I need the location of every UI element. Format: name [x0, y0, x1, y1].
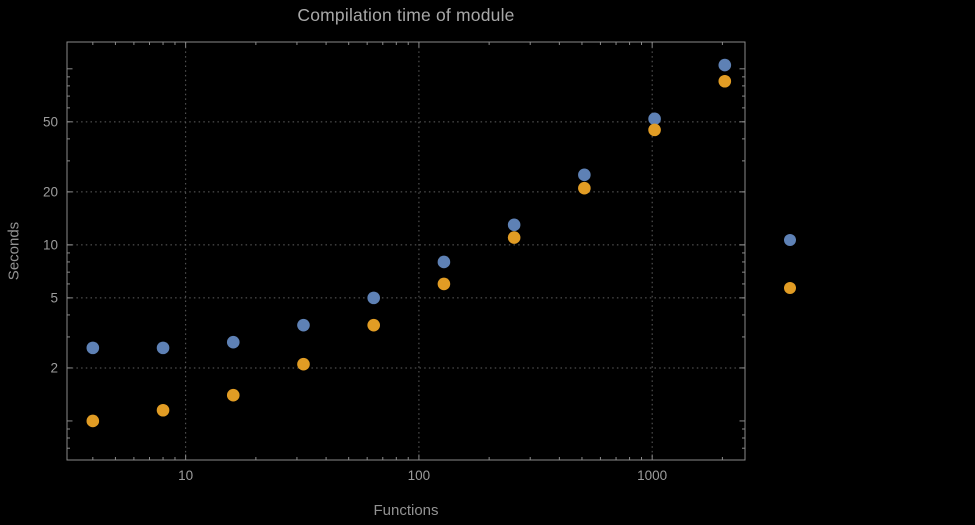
data-point [156, 403, 170, 417]
data-point [297, 318, 310, 332]
data-point [437, 255, 451, 269]
x-tick-label: 1000 [637, 468, 667, 483]
data-point [718, 58, 732, 72]
data-point [578, 168, 591, 182]
chart-title: Compilation time of module [297, 5, 515, 25]
legend-marker [784, 234, 796, 246]
y-tick-label: 5 [50, 290, 58, 305]
data-point [578, 181, 591, 195]
data-point [648, 123, 661, 137]
data-point [437, 277, 451, 291]
data-point [718, 74, 732, 88]
data-point [297, 357, 310, 371]
data-point [226, 388, 240, 402]
data-point [367, 291, 380, 305]
data-point [86, 341, 100, 355]
data-point [507, 218, 521, 232]
data-point [156, 341, 170, 355]
plot-frame [66, 41, 746, 461]
y-tick-label: 50 [43, 114, 58, 129]
data-point [226, 335, 240, 349]
x-tick-label: 100 [408, 468, 431, 483]
legend-marker [784, 282, 796, 294]
data-point [86, 414, 100, 428]
data-point [507, 231, 521, 244]
y-tick-label: 2 [50, 360, 58, 375]
y-tick-label: 10 [43, 237, 58, 252]
y-axis-label: Seconds [5, 221, 23, 281]
x-tick-label: 10 [178, 468, 193, 483]
y-tick-label: 20 [43, 184, 58, 199]
data-point [648, 112, 661, 126]
x-axis-label: Functions [373, 502, 439, 519]
data-point [367, 318, 380, 332]
